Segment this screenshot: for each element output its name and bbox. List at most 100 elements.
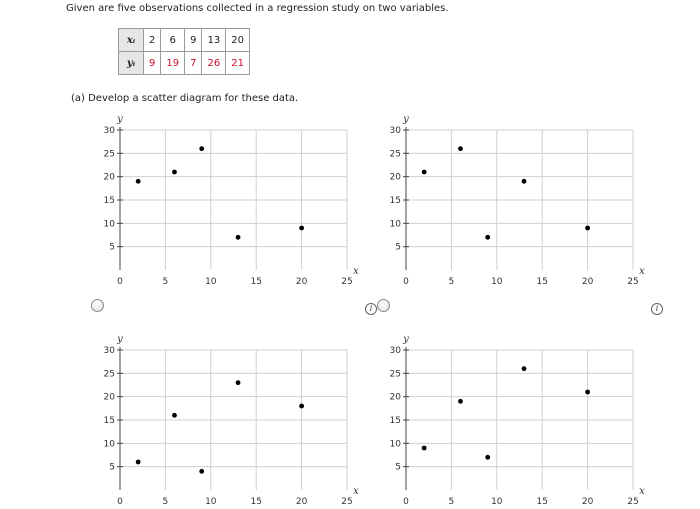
y-axis-label: y [116,114,123,125]
data-point [485,234,491,240]
y-tick-label: 20 [390,393,402,403]
data-point [235,380,241,386]
x-tick-label: 25 [627,497,638,507]
scatter-plot-svg: 5 10 15 20 25 30 0 5 10 15 20 25 y x [390,114,646,287]
y-tick-label: 25 [104,369,115,379]
data-point [521,178,527,184]
x-value: 2 [142,28,162,52]
y-tick-label: 20 [390,173,402,183]
data-point [421,445,427,451]
x-tick-label: 20 [296,497,308,507]
data-point [135,178,141,184]
data-point [585,389,590,395]
y-tick-label: 10 [104,219,116,229]
x-value: 6 [160,28,186,52]
y-value: 9 [142,51,162,75]
y-tick-label: 30 [104,126,116,136]
data-point [199,468,205,474]
x-tick-label: 10 [205,277,217,287]
y-tick-label: 15 [104,416,115,426]
data-point [199,146,205,152]
y-tick-label: 20 [104,393,116,403]
y-value: 26 [201,51,227,75]
data-point [172,169,177,175]
y-value: 21 [225,51,250,75]
y-axis-label: y [402,334,409,345]
table-row-y: yᵢ 9 19 7 26 21 [118,51,250,75]
y-value: 7 [184,51,203,75]
y-tick-label: 10 [104,439,116,449]
y-axis-label: y [116,334,123,345]
x-tick-label: 0 [117,497,123,507]
x-tick-label: 25 [341,497,352,507]
data-point [585,225,590,231]
y-tick-label: 15 [390,416,401,426]
x-axis-label: x [639,266,645,277]
y-tick-label: 25 [104,149,115,159]
y-axis-label: y [402,114,409,125]
x-tick-label: 5 [449,277,455,287]
y-tick-label: 30 [104,346,116,356]
y-tick-label: 15 [390,196,401,206]
x-axis-label: x [353,486,359,497]
part-a-prompt: (a) Develop a scatter diagram for these … [71,93,299,104]
y-tick-label: 15 [104,196,115,206]
x-tick-label: 20 [582,497,594,507]
scatter-option-4: 5 10 15 20 25 30 0 5 10 15 20 25 y x [381,334,646,507]
scatter-plot-svg: 5 10 15 20 25 30 0 5 10 15 20 25 y x [104,334,360,507]
x-tick-label: 5 [163,497,169,507]
x-tick-label: 15 [536,277,547,287]
x-tick-label: 20 [296,277,308,287]
x-value: 9 [184,28,203,52]
y-tick-label: 20 [104,173,116,183]
scatter-plot-svg: 5 10 15 20 25 30 0 5 10 15 20 25 y x [104,114,360,287]
scatter-option-2: 5 10 15 20 25 30 0 5 10 15 20 25 y x [381,114,646,287]
x-header: xᵢ [118,28,144,52]
data-point [458,146,463,152]
x-tick-label: 0 [117,277,123,287]
x-value: 13 [201,28,227,52]
y-tick-label: 5 [109,243,115,253]
scatter-option-3: 5 10 15 20 25 30 0 5 10 15 20 25 y x [95,334,360,507]
y-tick-label: 25 [390,149,401,159]
x-value: 20 [225,28,250,52]
x-tick-label: 10 [491,497,503,507]
observations-table: xᵢ 2 6 9 13 20 yᵢ 9 19 7 26 21 [118,28,250,75]
y-tick-label: 5 [395,243,401,253]
data-point [235,234,241,240]
data-point [458,398,463,404]
x-tick-label: 10 [205,497,217,507]
x-tick-label: 0 [403,277,409,287]
x-tick-label: 15 [536,497,547,507]
y-tick-label: 10 [390,439,402,449]
data-point [485,454,491,460]
y-value: 19 [160,51,186,75]
scatter-option-1: 5 10 15 20 25 30 0 5 10 15 20 25 y x [95,114,360,287]
y-header: yᵢ [118,51,144,75]
x-tick-label: 25 [627,277,638,287]
data-point [299,403,304,409]
y-tick-label: 10 [390,219,402,229]
info-icon[interactable]: i [651,303,663,315]
x-tick-label: 10 [491,277,503,287]
table-row-x: xᵢ 2 6 9 13 20 [118,28,250,52]
x-tick-label: 0 [403,497,409,507]
data-point [421,169,427,175]
x-tick-label: 20 [582,277,594,287]
data-point [172,412,177,418]
y-tick-label: 5 [395,463,401,473]
data-point [521,366,527,372]
scatter-plot-svg: 5 10 15 20 25 30 0 5 10 15 20 25 y x [390,334,646,507]
question-intro: Given are five observations collected in… [66,3,449,14]
option-1-radio[interactable] [91,299,104,312]
data-point [299,225,304,231]
x-tick-label: 15 [250,277,261,287]
x-axis-label: x [639,486,645,497]
y-tick-label: 30 [390,126,402,136]
x-axis-label: x [353,266,359,277]
option-2-radio[interactable] [377,299,390,312]
x-tick-label: 15 [250,497,261,507]
info-icon[interactable]: i [365,303,377,315]
x-tick-label: 5 [163,277,169,287]
x-tick-label: 25 [341,277,352,287]
